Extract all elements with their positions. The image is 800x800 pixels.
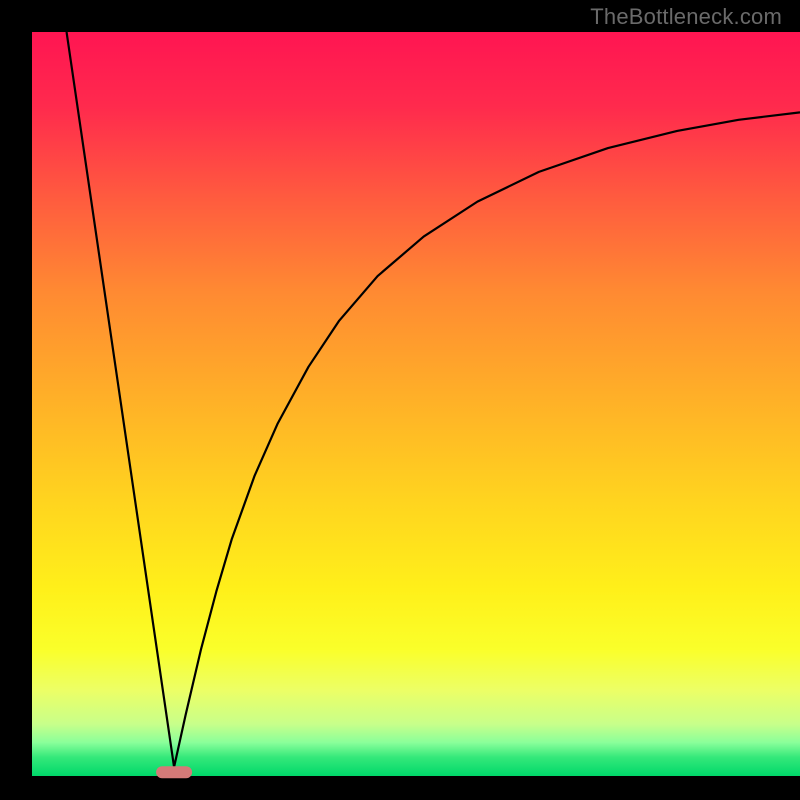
chart-svg bbox=[0, 0, 800, 800]
plot-gradient bbox=[32, 32, 800, 776]
chart-container: TheBottleneck.com bbox=[0, 0, 800, 800]
watermark-text: TheBottleneck.com bbox=[590, 4, 782, 30]
sweet-spot-marker bbox=[156, 766, 192, 778]
